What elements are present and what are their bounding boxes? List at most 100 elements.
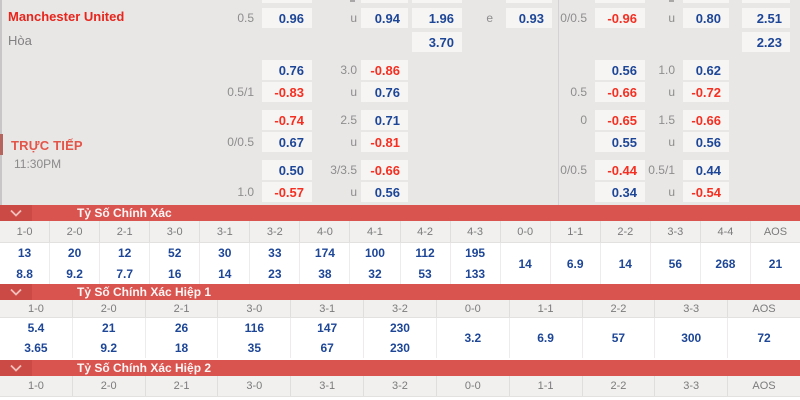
score-odds-home[interactable]: 21	[102, 321, 116, 335]
line-label: e	[486, 11, 493, 25]
section-header-bar[interactable]: Tỷ Số Chính Xác	[0, 205, 800, 221]
score-odds-home[interactable]: 116	[244, 321, 265, 335]
score-column-header: 3-3	[654, 376, 727, 396]
odds-cell[interactable]: 0.56	[683, 132, 729, 152]
collapse-button[interactable]	[0, 360, 32, 376]
score-odds-away[interactable]: 3.65	[24, 341, 48, 355]
score-odds-home[interactable]: 100	[364, 246, 385, 261]
panel-left-border	[0, 0, 2, 205]
score-odds-home[interactable]: 112	[415, 246, 435, 261]
score-odds[interactable]: 14	[618, 256, 632, 271]
score-odds-away[interactable]: 53	[418, 266, 432, 281]
odds-cell[interactable]: 0.67	[262, 132, 312, 152]
line-label: 0.5/1	[227, 85, 254, 99]
odds-cell[interactable]: -0.83	[262, 82, 312, 102]
score-column-header: 2-1	[144, 300, 218, 317]
score-column-header: 3-1	[290, 376, 363, 396]
odds-cell[interactable]: -0.57	[262, 182, 312, 202]
score-odds-home[interactable]: 30	[218, 246, 232, 261]
chevron-down-icon	[10, 364, 22, 372]
score-odds[interactable]: 56	[668, 256, 683, 271]
odds-cell[interactable]: -0.54	[683, 182, 729, 202]
section-header-bar[interactable]: Tỷ Số Chính Xác Hiệp 2	[0, 360, 800, 376]
score-odds[interactable]: 3.2	[464, 331, 482, 345]
score-odds-away[interactable]: 9.2	[66, 266, 83, 281]
score-column-header: AOS	[727, 376, 800, 396]
score-odds-home[interactable]: 147	[317, 321, 338, 335]
score-odds[interactable]: 6.9	[566, 256, 584, 271]
score-odds-home[interactable]: 20	[67, 246, 82, 261]
score-odds-home[interactable]: 52	[168, 246, 182, 261]
partial-odds-cell-top	[412, 0, 462, 3]
score-column-header: 3-0	[149, 221, 199, 242]
score-odds-home[interactable]: 230	[389, 321, 410, 335]
score-odds-away[interactable]: 67	[320, 341, 334, 355]
odds-cell[interactable]: 0.96	[262, 8, 312, 28]
odds-cell[interactable]: 0.56	[361, 182, 408, 202]
odds-cell[interactable]: 0.94	[361, 8, 408, 28]
score-odds[interactable]: 57	[611, 331, 626, 345]
score-odds-home[interactable]: 33	[268, 246, 282, 261]
odds-cell[interactable]: 0.93	[506, 8, 552, 28]
score-odds-home[interactable]: 5.4	[27, 321, 45, 335]
score-odds-column: 21 9.2	[71, 318, 145, 358]
section-header-bar[interactable]: Tỷ Số Chính Xác Hiệp 1	[0, 284, 800, 300]
odds-cell[interactable]: -0.74	[262, 110, 312, 130]
score-column-header: 2-0	[71, 376, 145, 396]
score-odds[interactable]: 21	[768, 256, 783, 271]
score-odds-away[interactable]: 14	[218, 266, 232, 281]
score-column-header: 4-1	[349, 221, 399, 242]
odds-cell[interactable]: -0.72	[683, 82, 729, 102]
odds-cell[interactable]: -0.44	[595, 160, 645, 180]
score-odds-away[interactable]: 9.2	[100, 341, 118, 355]
odds-cell[interactable]: 0.76	[361, 82, 408, 102]
score-odds-home[interactable]: 195	[465, 246, 486, 261]
score-odds-home[interactable]: 12	[117, 246, 132, 261]
odds-cell[interactable]: -0.66	[595, 82, 645, 102]
odds-cell[interactable]: -0.66	[361, 160, 408, 180]
odds-cell[interactable]: -0.96	[595, 8, 645, 28]
score-odds-column: 52 16	[149, 243, 199, 284]
odds-cell[interactable]: 1.96	[412, 8, 462, 28]
score-odds-away[interactable]: 7.7	[116, 266, 133, 281]
odds-cell[interactable]: -0.86	[361, 60, 408, 80]
odds-cell[interactable]: 0.55	[595, 132, 645, 152]
odds-cell[interactable]: 0.76	[262, 60, 312, 80]
score-odds-away[interactable]: 230	[389, 341, 410, 355]
score-odds-away[interactable]: 133	[465, 266, 486, 281]
odds-cell[interactable]: -0.81	[361, 132, 408, 152]
score-column-header: 2-0	[49, 221, 99, 242]
odds-cell[interactable]: 0.80	[683, 8, 729, 28]
odds-cell[interactable]: -0.66	[683, 110, 729, 130]
score-odds-away[interactable]: 16	[168, 266, 182, 281]
score-odds-away[interactable]: 8.8	[16, 266, 33, 281]
line-label: u	[350, 85, 357, 99]
score-odds-away[interactable]: 32	[368, 266, 382, 281]
collapse-button[interactable]	[0, 284, 32, 300]
score-odds[interactable]: 300	[681, 331, 702, 345]
odds-cell[interactable]: 0.62	[683, 60, 729, 80]
score-odds-away[interactable]: 23	[268, 266, 282, 281]
score-odds-away[interactable]: 35	[247, 341, 262, 355]
odds-cell[interactable]: 0.71	[361, 110, 408, 130]
odds-cell[interactable]: 2.23	[742, 32, 790, 52]
score-odds-home[interactable]: 13	[17, 246, 32, 261]
score-odds[interactable]: 6.9	[537, 331, 554, 345]
score-odds[interactable]: 72	[757, 331, 771, 345]
odds-cell[interactable]: 3.70	[412, 32, 462, 52]
score-odds-away[interactable]: 18	[174, 341, 189, 355]
odds-cell[interactable]: -0.65	[595, 110, 645, 130]
score-odds-home[interactable]: 26	[174, 321, 189, 335]
odds-cell[interactable]: 0.56	[595, 60, 645, 80]
odds-cell[interactable]: 0.34	[595, 182, 645, 202]
line-label: u	[668, 11, 675, 25]
odds-cell[interactable]: 0.44	[683, 160, 729, 180]
score-odds-home[interactable]: 174	[314, 246, 335, 261]
score-odds[interactable]: 268	[715, 256, 736, 271]
collapse-button[interactable]	[0, 205, 32, 221]
odds-cell[interactable]: 2.51	[742, 8, 790, 28]
score-column-header: 0-0	[435, 376, 509, 396]
score-odds-away[interactable]: 38	[318, 266, 332, 281]
odds-cell[interactable]: 0.50	[262, 160, 312, 180]
score-odds[interactable]: 14	[518, 256, 532, 271]
